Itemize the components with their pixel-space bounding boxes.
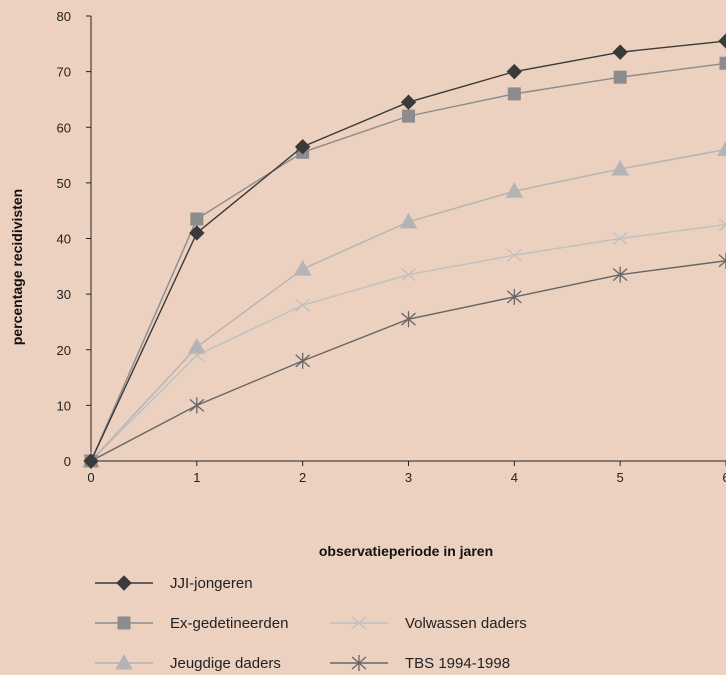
legend-label: TBS 1994-1998 [405,655,510,672]
data-point [83,453,99,469]
chart-legend: JJI-jongeren Ex-gedetineerden Jeugdige dad… [95,575,527,672]
x-tick-label: 5 [617,470,624,485]
x-tick-label: 3 [405,470,412,485]
x-tick-label: 4 [511,470,518,485]
data-point [719,56,726,70]
x-tick-label: 0 [87,470,94,485]
data-point [613,70,627,84]
y-axis-title: percentage recidivisten [9,189,25,345]
y-tick-label: 70 [57,65,71,80]
legend-item: JJI-jongeren [95,575,253,592]
data-point [612,266,628,283]
series-2 [82,140,726,468]
data-point [399,212,418,229]
data-point [400,94,417,110]
data-point [187,337,206,354]
legend-label: Jeugdige daders [170,655,281,672]
legend-item: Jeugdige daders [95,653,281,672]
y-tick-label: 30 [57,287,71,302]
data-point [505,182,524,198]
legend-marker [351,616,367,630]
legend-item: TBS 1994-1998 [330,655,510,672]
legend-item: Ex-gedetineerden [95,615,288,632]
legend-label: Ex-gedetineerden [170,615,288,632]
series-line [90,260,726,462]
data-point [506,63,523,80]
data-point [295,298,311,312]
y-tick-label: 50 [57,176,71,191]
chart-series [82,33,726,469]
chart-axes: 0 10 20 30 40 50 60 70 80 0 1 2 3 4 5 6 [57,9,726,485]
y-tick-label: 40 [57,232,71,247]
data-point [189,225,205,241]
legend-marker [115,653,133,670]
data-point [506,288,522,305]
data-point [189,397,205,414]
data-point [612,232,628,245]
data-point [611,159,630,176]
legend-item: Volwassen daders [330,615,527,632]
data-point [401,268,416,282]
y-tick-label: 60 [57,120,71,135]
data-point [717,140,726,156]
data-point [402,109,415,123]
data-point [190,212,204,226]
x-tick-label: 6 [722,470,726,485]
data-point [718,33,726,49]
data-point [718,252,726,269]
y-tick-label: 80 [57,9,71,24]
x-axis-title: observatieperiode in jaren [319,543,493,559]
y-tick-label: 10 [57,398,71,413]
legend-marker [117,616,131,630]
data-point [295,352,311,369]
data-point [506,248,522,262]
data-point [293,260,312,276]
legend-marker [351,655,367,671]
y-tick-label: 20 [57,343,71,358]
series-line [90,148,726,462]
series-line [90,62,726,462]
series-0 [83,33,726,469]
series-4 [83,252,726,469]
series-1 [84,56,726,468]
legend-label: JJI-jongeren [170,575,253,592]
legend-label: Volwassen daders [405,615,527,632]
x-tick-label: 2 [299,470,306,485]
series-line [90,223,726,462]
data-point [401,311,416,328]
legend-marker [116,575,132,591]
y-tick-label: 0 [64,454,71,469]
data-point [612,44,628,60]
data-point [294,139,311,155]
x-tick-label: 1 [193,470,200,485]
data-point [718,218,726,232]
data-point [507,87,521,101]
